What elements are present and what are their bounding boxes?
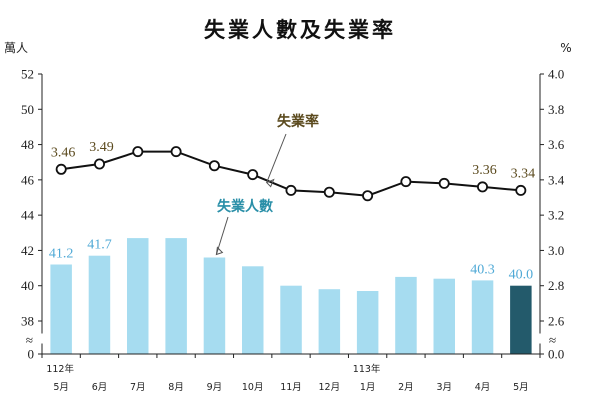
bar-2 <box>127 238 149 354</box>
year-label-0: 112年 <box>46 363 74 375</box>
rate-point-9 <box>400 176 412 188</box>
category-label-5: 10月 <box>242 382 264 393</box>
left-tick-label-5: 46 <box>21 172 35 187</box>
category-label-4: 9月 <box>207 382 223 393</box>
category-label-11: 4月 <box>475 382 491 393</box>
bar-4 <box>203 257 226 354</box>
category-label-0: 5月 <box>53 382 69 393</box>
bar-10 <box>433 278 455 354</box>
rate-point-4 <box>208 160 220 172</box>
right-tick-label-3: 3.0 <box>548 243 564 258</box>
rate-point-3 <box>170 146 182 158</box>
rate-data-label-12: 3.34 <box>511 166 536 181</box>
bar-12 <box>510 285 532 354</box>
data-labels: 41.2 41.7 40.3 40.0 3.46 3.49 3.36 3.34 <box>49 140 535 283</box>
category-label-7: 12月 <box>319 382 341 393</box>
rate-point-1 <box>94 158 106 170</box>
rate-point-12 <box>515 184 527 196</box>
right-tick-label-6: 3.6 <box>548 137 565 152</box>
right-tick-label-7: 3.8 <box>548 102 564 117</box>
rate-point-10 <box>438 177 450 189</box>
left-tick-label-2: 40 <box>21 278 34 293</box>
left-axis-break: ≈ <box>26 333 33 348</box>
category-label-2: 7月 <box>130 382 146 393</box>
bar-data-label-11: 40.3 <box>470 262 495 277</box>
right-tick-label-2: 2.8 <box>548 278 564 293</box>
right-tick-label-5: 3.4 <box>548 172 565 187</box>
bar-9 <box>395 276 417 354</box>
line-series-unemployment-rate <box>55 146 527 202</box>
bar-5 <box>242 266 264 354</box>
axes: 0 38 40 42 44 46 48 50 52 0.0 2.6 2.8 3.0 3.2 3.4 3.6 3.… <box>21 67 565 394</box>
annotation-persons: 失業人數 <box>217 198 273 215</box>
rate-point-2 <box>132 146 144 158</box>
left-axis-unit: 萬人 <box>4 41 28 55</box>
annotation-rate-arrowhead <box>265 178 275 188</box>
left-tick-label-7: 50 <box>21 102 34 117</box>
left-tick-label-8: 52 <box>21 67 34 82</box>
bar-7 <box>318 289 341 354</box>
year-label-1: 113年 <box>353 363 381 375</box>
left-tick-label-0: 0 <box>28 347 35 362</box>
category-label-8: 1月 <box>360 382 376 393</box>
bar-8 <box>356 291 379 354</box>
bar-data-label-1: 41.7 <box>87 238 112 253</box>
category-label-12: 5月 <box>513 382 529 393</box>
category-label-9: 2月 <box>398 382 414 393</box>
right-axis-break-mask <box>536 333 544 344</box>
bar-11 <box>471 280 494 354</box>
left-tick-label-1: 38 <box>21 314 34 329</box>
rate-point-0 <box>55 163 67 175</box>
category-label-10: 3月 <box>436 382 452 393</box>
right-tick-label-1: 2.6 <box>548 314 565 329</box>
rate-data-label-0: 3.46 <box>51 145 76 160</box>
category-label-3: 8月 <box>168 382 184 393</box>
left-axis-break-mask <box>38 333 46 344</box>
rate-data-label-1: 3.49 <box>89 140 114 155</box>
category-label-6: 11月 <box>280 382 302 393</box>
rate-point-7 <box>323 186 335 198</box>
right-tick-label-0: 0.0 <box>548 347 564 362</box>
bar-data-label-12: 40.0 <box>509 268 534 283</box>
category-label-1: 6月 <box>92 382 108 393</box>
rate-point-5 <box>247 169 259 181</box>
left-tick-label-4: 44 <box>21 208 35 223</box>
left-tick-label-6: 48 <box>21 137 34 152</box>
rate-data-label-11: 3.36 <box>472 163 497 178</box>
annotation-rate-arrow <box>266 133 287 183</box>
bar-1 <box>88 255 111 354</box>
chart-title: 失業人數及失業率 <box>204 18 396 42</box>
right-tick-label-4: 3.2 <box>548 208 564 223</box>
right-axis-break: ≈ <box>549 333 556 348</box>
rate-point-11 <box>476 181 488 193</box>
left-tick-label-3: 42 <box>21 243 34 258</box>
bar-data-label-0: 41.2 <box>49 247 74 262</box>
bar-6 <box>280 285 302 354</box>
bar-3 <box>165 238 187 354</box>
right-axis-unit: % <box>560 41 571 55</box>
bar-series-unemployed-persons <box>50 238 532 354</box>
annotation-rate: 失業率 <box>277 113 319 130</box>
rate-point-6 <box>285 184 297 196</box>
bar-0 <box>50 264 72 354</box>
rate-point-8 <box>362 190 374 202</box>
annotation-persons-arrowhead <box>215 246 224 256</box>
right-tick-label-8: 4.0 <box>548 67 564 82</box>
